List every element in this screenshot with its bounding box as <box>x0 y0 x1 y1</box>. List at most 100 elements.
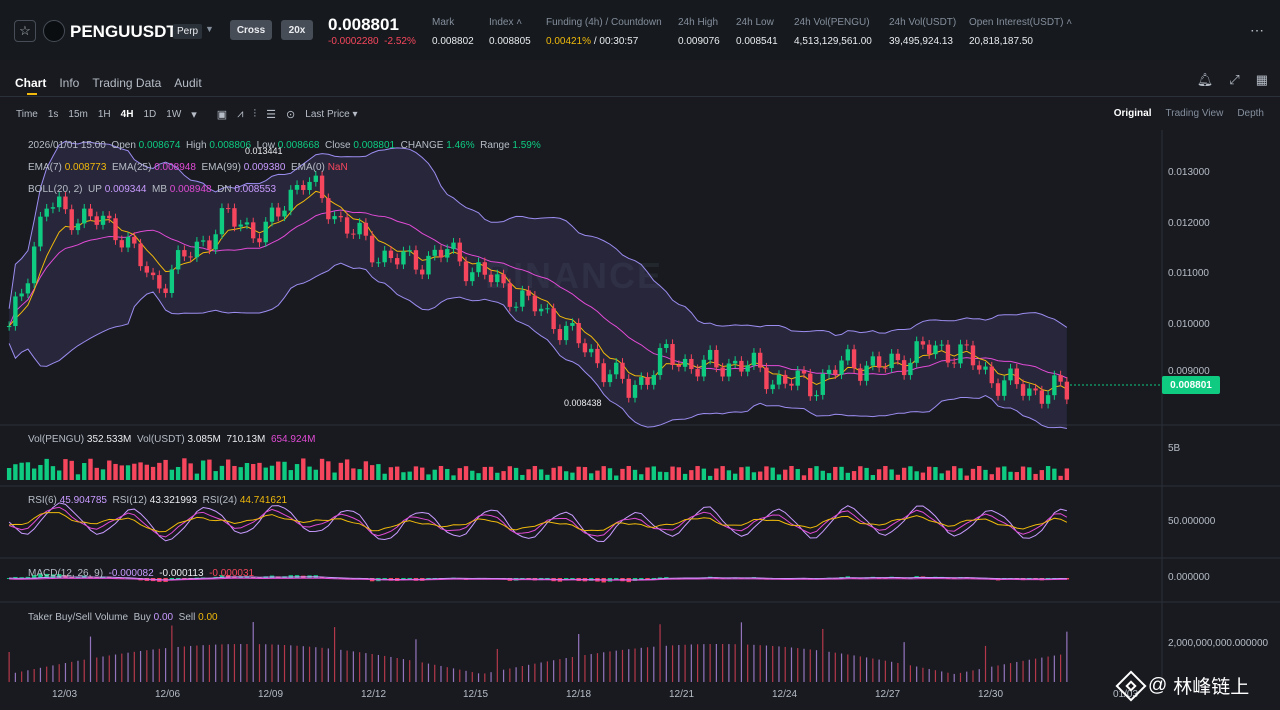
taker-volume-bar <box>534 663 536 682</box>
taker-volume-bar <box>196 645 198 682</box>
interval-4h[interactable]: 4H <box>120 109 134 120</box>
macd-bar <box>175 578 181 579</box>
taker-volume-bar <box>146 650 148 682</box>
price-axis-label: 0.013000 <box>1168 167 1210 178</box>
grid-layout-icon[interactable]: ▦ <box>1255 72 1268 87</box>
interval-time[interactable]: Time <box>16 109 38 120</box>
volume-bar <box>451 475 456 480</box>
candle-body <box>532 295 538 312</box>
indicator-icon[interactable]: ⩘ <box>237 108 244 120</box>
volume-bar <box>470 470 475 480</box>
interval-dropdown-icon[interactable]: ▾ <box>191 109 197 121</box>
taker-volume-bar <box>747 644 749 682</box>
rsi-legend: RSI(6) 45.904785 RSI(12) 43.321993 RSI(2… <box>28 495 288 506</box>
view-trading-view[interactable]: Trading View <box>1165 108 1224 119</box>
volume-bar <box>476 473 481 480</box>
leverage-button[interactable]: 20x <box>281 20 313 40</box>
chevron-down-icon[interactable]: ▼ <box>205 24 214 34</box>
taker-volume-bar <box>89 636 92 682</box>
interval-15m[interactable]: 15m <box>68 109 88 120</box>
candle-body <box>463 261 469 282</box>
macd-bar <box>219 575 225 578</box>
taker-volume-bar <box>296 645 298 682</box>
candle-body <box>732 360 738 364</box>
volume-bar <box>620 468 625 480</box>
bollinger-upper-line <box>8 140 1068 336</box>
tab-trading-data[interactable]: Trading Data <box>92 76 162 90</box>
stat-index[interactable]: Index ˄ 0.008805 <box>489 17 531 47</box>
candle-body <box>213 234 218 250</box>
interval-1d[interactable]: 1D <box>143 109 157 120</box>
volume-bar <box>770 467 775 480</box>
volume-bar <box>194 473 200 480</box>
volume-bar <box>707 475 713 480</box>
date-axis-label: 12/15 <box>463 689 489 700</box>
taker-volume-bar <box>440 665 442 682</box>
volume-bar <box>945 470 951 480</box>
volume-bar <box>1002 466 1007 480</box>
volume-bar <box>1045 466 1051 480</box>
volume-bar <box>614 475 619 480</box>
bell-icon[interactable]: 🔔︎ <box>1196 72 1214 87</box>
taker-volume-bar <box>1022 660 1024 682</box>
taker-volume-bar <box>847 654 849 682</box>
date-axis-label: 12/18 <box>566 689 592 700</box>
settings-list-icon[interactable]: ☰ <box>266 109 277 121</box>
candle-body <box>313 175 319 182</box>
boll-legend: BOLL(20, 2) UP 0.009344 MB 0.008948 DN 0… <box>28 184 277 195</box>
macd-legend: MACD(12, 26, 9) -0.000082 -0.000113 -0.0… <box>28 568 255 579</box>
taker-volume-bar <box>678 645 680 682</box>
taker-volume-bar <box>984 645 987 682</box>
volume-legend: Vol(PENGU) 352.533M Vol(USDT) 3.085M 710… <box>28 434 316 445</box>
candle-body <box>445 249 450 258</box>
tab-chart[interactable]: Chart <box>15 76 47 90</box>
favorite-star-icon[interactable]: ☆ <box>14 20 36 42</box>
price-axis-label: 0.009000 <box>1168 366 1210 377</box>
candle-body <box>344 217 350 234</box>
candle-body <box>520 290 525 307</box>
candle-body <box>107 215 112 219</box>
expand-icon[interactable]: ⤢ <box>1229 72 1240 87</box>
candle-type-icon[interactable]: ⫶ <box>253 108 257 120</box>
calendar-icon[interactable]: ▣ <box>216 109 228 121</box>
author-watermark: @ 林峰链上 <box>1115 669 1249 702</box>
taker-volume-bar <box>277 644 279 682</box>
candle-body <box>839 360 844 375</box>
candle-body <box>407 250 412 252</box>
candle-body <box>1020 384 1026 396</box>
taker-volume-bar <box>978 669 980 682</box>
taker-volume-bar <box>308 646 311 682</box>
candle-body <box>19 293 24 297</box>
volume-bar <box>488 466 494 480</box>
volume-bar <box>764 466 769 480</box>
view-depth[interactable]: Depth <box>1237 108 1264 119</box>
interval-1h[interactable]: 1H <box>97 109 111 120</box>
tab-audit[interactable]: Audit <box>174 76 202 90</box>
candle-body <box>614 362 619 375</box>
volume-bar <box>757 471 763 480</box>
taker-volume-bar <box>540 662 542 682</box>
view-original[interactable]: Original <box>1113 108 1152 119</box>
volume-bar <box>520 474 525 480</box>
price-type-select[interactable]: Last Price ▾ <box>305 109 358 120</box>
more-options-icon[interactable]: ⋯ <box>1250 22 1264 38</box>
stat-open-interest[interactable]: Open Interest(USDT) ˄ 20,818,187.50 <box>969 17 1073 47</box>
candle-body <box>401 251 406 265</box>
macd-bar <box>845 576 851 578</box>
target-icon[interactable]: ⊙ <box>286 109 296 121</box>
interval-1s[interactable]: 1s <box>47 109 59 120</box>
interval-1w[interactable]: 1W <box>166 109 182 120</box>
candle-body <box>1002 380 1007 396</box>
volume-bar <box>876 469 882 480</box>
taker-axis-label: 2,000,000,000.000000 <box>1168 638 1269 649</box>
bollinger-mid-line <box>8 209 1068 379</box>
volume-bar <box>983 469 988 480</box>
margin-mode-button[interactable]: Cross <box>230 20 272 40</box>
symbol-title[interactable]: PENGUUSDT <box>70 22 177 41</box>
volume-bar <box>413 466 419 480</box>
candle-body <box>939 344 944 346</box>
candle-body <box>207 240 212 250</box>
tab-info[interactable]: Info <box>59 76 80 90</box>
taker-volume-bar <box>221 644 223 682</box>
